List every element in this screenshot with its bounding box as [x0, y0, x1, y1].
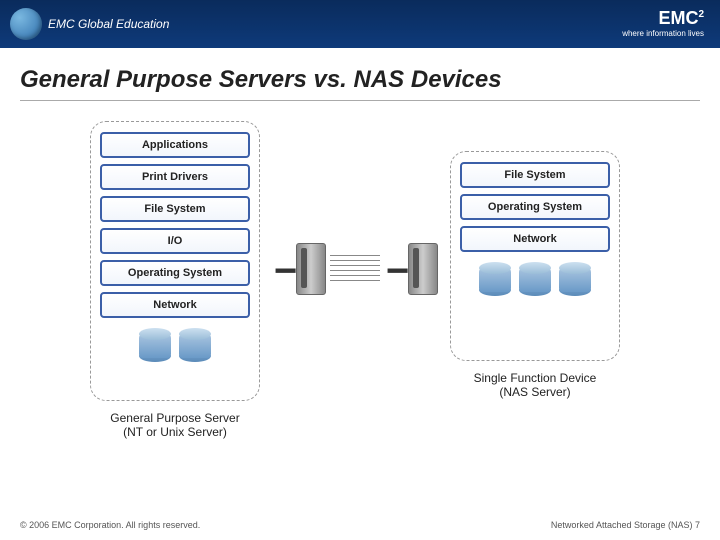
tagline: where information lives: [622, 29, 704, 38]
layer-network-r: Network: [460, 226, 610, 252]
right-stack-box: File System Operating System Network: [450, 151, 620, 361]
minus-icon: −: [274, 249, 297, 294]
header-brand: EMC2 where information lives: [622, 8, 704, 38]
header-logo: EMC Global Education: [10, 8, 169, 40]
left-stack-box: Applications Print Drivers File System I…: [90, 121, 260, 401]
left-stack-label: General Purpose Server (NT or Unix Serve…: [90, 411, 260, 439]
footer: © 2006 EMC Corporation. All rights reser…: [20, 520, 700, 530]
layer-io: I/O: [100, 228, 250, 254]
page-ref: Networked Attached Storage (NAS) 7: [551, 520, 700, 530]
logo-text: EMC Global Education: [48, 17, 169, 31]
layer-file-system: File System: [100, 196, 250, 222]
disk-icon: [479, 262, 511, 294]
disk-icon: [559, 262, 591, 294]
disk-icon: [139, 328, 171, 360]
disk-icon: [519, 262, 551, 294]
left-label-line2: (NT or Unix Server): [90, 425, 260, 439]
layer-print-drivers: Print Drivers: [100, 164, 250, 190]
layer-os-r: Operating System: [460, 194, 610, 220]
header-bar: EMC Global Education EMC2 where informat…: [0, 0, 720, 48]
layer-file-system-r: File System: [460, 162, 610, 188]
globe-icon: [10, 8, 42, 40]
brand-text: EMC: [658, 8, 698, 28]
left-label-line1: General Purpose Server: [90, 411, 260, 425]
server-icon: [296, 243, 326, 295]
connection-lines: [330, 251, 380, 291]
brand-sup: 2: [698, 9, 704, 20]
right-label-line2: (NAS Server): [450, 385, 620, 399]
layer-applications: Applications: [100, 132, 250, 158]
minus-icon: −: [386, 249, 409, 294]
right-disks: [451, 262, 619, 294]
page-title: General Purpose Servers vs. NAS Devices: [20, 66, 720, 94]
right-stack-label: Single Function Device (NAS Server): [450, 371, 620, 399]
right-label-line1: Single Function Device: [450, 371, 620, 385]
server-icon: [408, 243, 438, 295]
disk-icon: [179, 328, 211, 360]
layer-network: Network: [100, 292, 250, 318]
diagram-area: Applications Print Drivers File System I…: [0, 111, 720, 491]
title-divider: [20, 100, 700, 101]
copyright: © 2006 EMC Corporation. All rights reser…: [20, 520, 200, 530]
left-disks: [91, 328, 259, 360]
layer-os: Operating System: [100, 260, 250, 286]
